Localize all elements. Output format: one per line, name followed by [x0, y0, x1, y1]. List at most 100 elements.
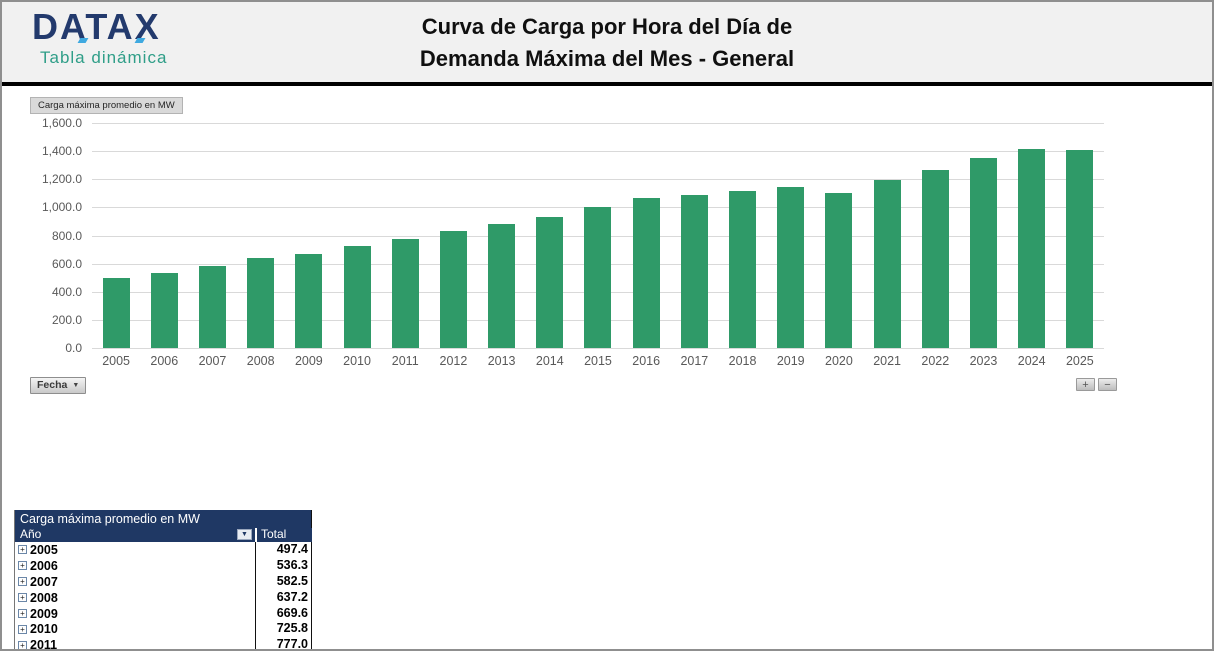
pivot-row-2009: +2009 669.6 [15, 605, 312, 622]
chart-zoom-in-button[interactable]: + [1076, 378, 1095, 391]
pivot-title-cell: Carga máxima promedio en MW [15, 510, 312, 528]
page-title-line2: Demanda Máxima del Mes - General [419, 46, 795, 71]
expand-icon[interactable]: + [18, 624, 27, 634]
bar-2006[interactable] [150, 272, 178, 348]
x-axis-tick-label: 2015 [584, 354, 612, 368]
y-axis-tick-label: 200.0 [51, 312, 82, 327]
gridline [92, 151, 1104, 153]
bar-2024[interactable] [1018, 149, 1046, 348]
bar-2013[interactable] [488, 223, 516, 348]
bar-2018[interactable] [729, 191, 757, 348]
y-axis-tick-label: 400.0 [51, 284, 82, 299]
bar-2022[interactable] [921, 170, 949, 348]
bar-2008[interactable] [247, 258, 275, 348]
bar-2011[interactable] [391, 238, 419, 348]
x-axis-tick-label: 2008 [246, 354, 275, 368]
x-axis-tick-label: 2022 [921, 354, 950, 368]
pivot-table: Carga máxima promedio en MW Año ▼ Total … [14, 510, 312, 651]
bar-2021[interactable] [873, 179, 901, 348]
gridline [92, 123, 1104, 124]
y-axis-tick-label: 800.0 [51, 228, 82, 243]
bar-2020[interactable] [825, 193, 853, 348]
bar-2005[interactable] [102, 278, 130, 348]
x-axis-tick-label: 2021 [873, 354, 901, 368]
pivot-total-value: 725.8 [255, 621, 312, 638]
pivot-year-label: 2008 [30, 590, 58, 605]
chart-value-field-button[interactable]: Carga máxima promedio en MW [30, 97, 183, 114]
x-axis-labels: 2005 2006 2007 2008 2009 2010 2011 2012 2013 2014… [92, 354, 1104, 368]
chart-zoom-out-button[interactable]: − [1098, 378, 1117, 391]
bar-2025[interactable] [1066, 150, 1094, 348]
x-axis-tick-label: 2025 [1065, 354, 1094, 368]
x-axis-tick-label: 2005 [102, 354, 130, 368]
pivot-row-header-label: Año [20, 527, 42, 541]
pivot-row-2008: +2008 637.2 [15, 589, 312, 606]
gridline [92, 348, 1104, 349]
x-axis-tick-label: 2018 [728, 354, 757, 368]
x-axis-tick-label: 2016 [632, 354, 661, 368]
y-axis-tick-label: 1,200.0 [41, 172, 82, 187]
x-axis-tick-label: 2007 [198, 354, 227, 368]
pivot-total-value: 669.6 [255, 605, 312, 622]
pivot-row-2006: +2006 536.3 [15, 557, 312, 574]
bar-2012[interactable] [439, 231, 467, 348]
expand-icon[interactable]: + [18, 577, 27, 587]
x-axis-tick-label: 2017 [680, 354, 709, 368]
x-axis-tick-label: 2012 [439, 354, 468, 368]
x-axis-tick-label: 2006 [150, 354, 179, 368]
expand-icon[interactable]: + [18, 561, 27, 571]
pivot-header-row: Año ▼ Total [15, 528, 312, 542]
pivot-year-cell[interactable]: +2007 [15, 574, 255, 590]
y-axis-tick-label: 0.0 [65, 341, 82, 355]
pivot-year-cell[interactable]: +2011 [15, 637, 255, 651]
logo-subtitle: Tabla dinámica [40, 48, 168, 67]
pivot-year-label: 2011 [30, 638, 58, 651]
x-axis-tick-label: 2009 [294, 354, 323, 368]
pivot-row-2005: +2005 497.4 [15, 542, 312, 558]
pivot-row-2007: +2007 582.5 [15, 573, 312, 590]
expand-icon[interactable]: + [18, 593, 27, 603]
logo: DATAX Tabla dinámica [32, 8, 167, 68]
expand-icon[interactable]: + [18, 640, 27, 649]
x-axis-tick-label: 2020 [825, 354, 853, 368]
y-axis-tick-label: 1,600.0 [41, 116, 82, 130]
pivot-year-cell[interactable]: +2005 [15, 542, 255, 558]
bar-series [92, 123, 1104, 348]
x-axis-tick-label: 2019 [776, 354, 805, 368]
pivot-total-value: 777.0 [255, 637, 312, 649]
pivot-row-2010: +2010 725.8 [15, 621, 312, 638]
pivot-year-label: 2006 [30, 558, 58, 573]
pivot-year-cell[interactable]: +2006 [15, 558, 255, 574]
x-axis-tick-label: 2011 [391, 354, 419, 368]
pivot-row-2011: +2011 777.0 [15, 637, 312, 651]
pivot-year-cell[interactable]: +2008 [15, 590, 255, 606]
pivot-total-value: 637.2 [255, 589, 312, 606]
expand-icon[interactable]: + [18, 609, 27, 618]
bar-2019[interactable] [777, 186, 805, 348]
bar-2017[interactable] [680, 194, 708, 348]
bar-2009[interactable] [295, 253, 323, 348]
pivot-value-header-cell: Total [255, 528, 312, 542]
pivot-year-cell[interactable]: +2010 [15, 621, 255, 637]
y-axis-tick-label: 600.0 [51, 256, 82, 271]
bar-2015[interactable] [584, 206, 612, 348]
pivot-total-value: 497.4 [255, 542, 312, 558]
expand-icon[interactable]: + [18, 545, 27, 555]
header-separator [2, 82, 1212, 86]
x-axis-tick-label: 2013 [487, 354, 516, 368]
page-title: Curva de Carga por Hora del Día de Deman… [2, 11, 1212, 75]
bar-2007[interactable] [198, 266, 226, 348]
bar-2014[interactable] [536, 216, 564, 348]
bar-2010[interactable] [343, 245, 371, 348]
pivot-year-label: 2009 [30, 606, 58, 621]
bar-2023[interactable] [969, 158, 997, 348]
page-title-line1: Curva de Carga por Hora del Día de [421, 14, 793, 39]
pivot-year-label: 2005 [30, 542, 58, 557]
y-axis-tick-label: 1,000.0 [41, 200, 82, 215]
header-band: DATAX Tabla dinámica Curva de Carga por … [2, 2, 1212, 82]
chevron-down-icon: ▼ [72, 381, 80, 389]
bar-2016[interactable] [632, 198, 660, 348]
chart-axis-field-button[interactable]: Fecha ▼ [30, 377, 87, 394]
filter-dropdown-icon[interactable]: ▼ [237, 529, 252, 540]
pivot-year-cell[interactable]: +2009 [15, 606, 255, 622]
